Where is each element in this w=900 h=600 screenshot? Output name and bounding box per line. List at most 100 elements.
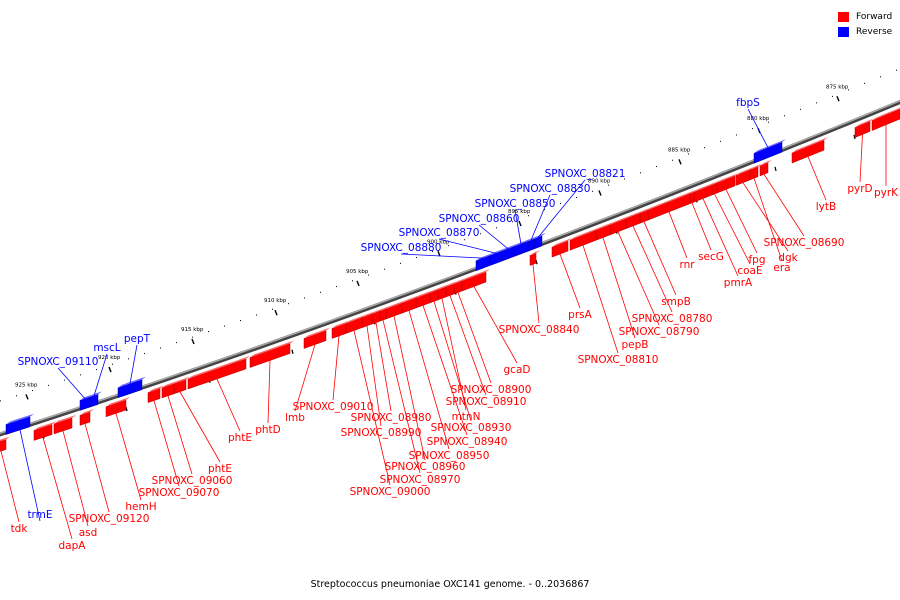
ruler-minor-tick	[192, 336, 193, 338]
gene-label[interactable]: SPNOXC_09110	[18, 356, 99, 368]
gene-label[interactable]: SPNOXC_08810	[578, 354, 659, 366]
gene-glyph-top	[402, 294, 420, 304]
gene-glyph-top	[552, 238, 572, 248]
gene-glyph[interactable]	[871, 108, 900, 131]
gene-label[interactable]: SPNOXC_08860	[439, 213, 520, 225]
gene-glyph[interactable]	[689, 191, 695, 205]
gene-glyph-top	[0, 436, 10, 442]
gene-label[interactable]: SPNOXC_08910	[446, 396, 527, 408]
gene-label[interactable]: SPNOXC_09070	[139, 487, 220, 499]
gene-glyph[interactable]	[303, 330, 327, 349]
gene-label[interactable]: SPNOXC_09060	[152, 475, 233, 487]
gene-label[interactable]: SPNOXC_08880	[361, 242, 442, 254]
gene-label[interactable]: SPNOXC_08900	[451, 384, 532, 396]
gene-label[interactable]: phtE	[208, 463, 232, 475]
gene-label[interactable]: SPNOXC_08990	[341, 427, 422, 439]
gene-label[interactable]: gcaD	[504, 364, 531, 376]
gene-label[interactable]: mscL	[93, 342, 120, 354]
gene-label[interactable]: pyrK	[874, 187, 899, 199]
gene-label[interactable]: SPNOXC_08930	[431, 422, 512, 434]
gene-label[interactable]: SPNOXC_08790	[619, 326, 700, 338]
gene-label[interactable]: SPNOXC_08960	[385, 461, 466, 473]
gene-label[interactable]: era	[773, 262, 790, 274]
gene-label[interactable]: phtE	[228, 432, 252, 444]
ruler-minor-tick	[608, 184, 609, 186]
gene-label-connector	[57, 367, 86, 399]
gene-glyph-top	[118, 376, 146, 388]
gene-glyph[interactable]	[475, 255, 491, 272]
gene-glyph-top	[332, 320, 350, 329]
gene-glyph[interactable]	[0, 439, 7, 452]
gene-label[interactable]: SPNOXC_09010	[293, 401, 374, 413]
ruler-label: 895 kbp	[508, 209, 531, 215]
ruler-minor-tick	[368, 274, 369, 276]
gene-label[interactable]: trmE	[27, 509, 52, 521]
gene-label[interactable]: SPNOXC_08690	[764, 237, 845, 249]
gene-label[interactable]: SPNOXC_08840	[499, 324, 580, 336]
gene-glyph[interactable]	[551, 240, 569, 258]
gene-label-connector	[807, 156, 827, 201]
gene-glyph[interactable]	[147, 388, 161, 403]
ruler-minor-tick	[336, 286, 337, 288]
gene-label-connector	[725, 189, 758, 254]
gene-glyph-top	[610, 215, 630, 225]
gene-label[interactable]: coaE	[737, 265, 762, 277]
gene-label[interactable]: tdk	[11, 523, 29, 535]
gene-label[interactable]: fbpS	[736, 97, 760, 109]
legend-reverse-label: Reverse	[856, 26, 893, 37]
ruler-major-tick	[356, 280, 360, 287]
gene-label[interactable]: SPNOXC_08821	[545, 168, 626, 180]
gene-label[interactable]: pepB	[622, 339, 649, 351]
gene-glyph-top	[690, 189, 698, 194]
gene-label[interactable]: SPNOXC_09120	[69, 513, 150, 525]
gene-label[interactable]: pyrD	[847, 183, 872, 195]
gene-glyph[interactable]	[711, 182, 718, 196]
ruler-minor-tick	[464, 239, 465, 241]
gene-label[interactable]: SPNOXC_09000	[350, 486, 431, 498]
ruler-minor-tick	[704, 147, 705, 149]
ruler-label: 915 kbp	[181, 327, 204, 333]
gene-glyph[interactable]	[79, 396, 91, 411]
gene-label[interactable]: SPNOXC_08980	[351, 412, 432, 424]
gene-label[interactable]: phtD	[255, 424, 281, 436]
gene-label[interactable]: prsA	[568, 309, 592, 321]
gene-label[interactable]: asd	[79, 527, 98, 539]
gene-label-connector	[617, 231, 660, 326]
gene-label[interactable]: dapA	[59, 540, 87, 552]
gene-label[interactable]: mtnN	[452, 411, 481, 423]
gene-label[interactable]: pmrA	[724, 277, 753, 289]
gene-label[interactable]: rnr	[679, 259, 695, 271]
gene-label[interactable]: SPNOXC_08780	[632, 313, 713, 325]
gene-label[interactable]: SPNOXC_08950	[409, 450, 490, 462]
gene-label-connector	[294, 344, 316, 412]
gene-label[interactable]: lytB	[816, 201, 836, 213]
ruler-minor-tick	[480, 233, 481, 235]
gene-glyph[interactable]	[105, 399, 127, 418]
gene-glyph[interactable]	[753, 141, 783, 164]
ruler-minor-tick	[112, 363, 113, 365]
ruler-minor-tick	[800, 108, 801, 110]
gene-label[interactable]: lmb	[285, 412, 305, 424]
ruler-major-tick	[437, 251, 441, 257]
gene-glyph[interactable]	[161, 383, 175, 399]
gene-label[interactable]: SPNOXC_08830	[510, 183, 591, 195]
gene-glyph-top	[514, 238, 532, 247]
gene-label[interactable]: dgk	[778, 252, 798, 264]
gene-label-connector	[632, 225, 673, 313]
gene-label[interactable]: SPNOXC_08970	[380, 474, 461, 486]
gene-glyph[interactable]	[461, 271, 487, 292]
gene-label[interactable]: SPNOXC_08870	[399, 227, 480, 239]
gene-label[interactable]: fpg	[748, 254, 765, 266]
gene-glyph[interactable]	[79, 411, 91, 426]
gene-glyph-top	[855, 118, 874, 128]
ruler-minor-tick	[0, 400, 1, 402]
gene-label[interactable]: pepT	[124, 333, 151, 345]
gene-label[interactable]: hemH	[125, 501, 156, 513]
gene-label[interactable]: SPNOXC_08850	[475, 198, 556, 210]
gene-label[interactable]: SPNOXC_08940	[427, 436, 508, 448]
gene-glyph[interactable]	[759, 162, 769, 177]
ruler-minor-tick	[848, 89, 849, 91]
gene-label[interactable]: secG	[698, 251, 724, 263]
ruler-minor-tick	[160, 347, 161, 349]
